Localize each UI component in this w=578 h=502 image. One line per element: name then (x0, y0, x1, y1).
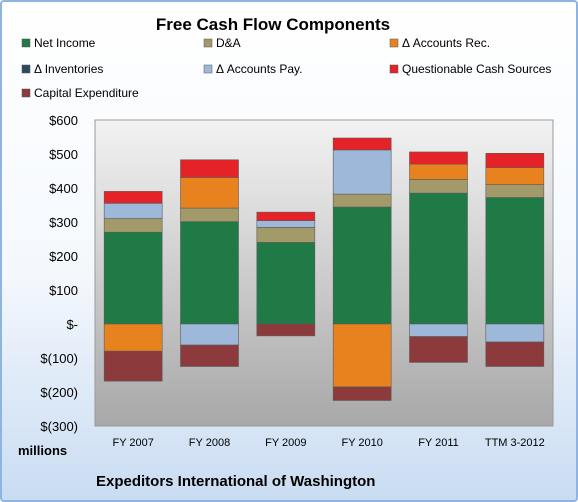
bar-segment-accounts-pay (485, 323, 545, 343)
bar-segment-capital-expenditure (256, 323, 316, 337)
legend-label-inventories: Δ Inventories (34, 62, 103, 76)
legend-swatch-d-a (203, 38, 213, 48)
bar-segment-accounts-pay (103, 203, 163, 219)
y-tick-label: $(100) (40, 351, 78, 366)
y-tick-label: $(300) (40, 419, 78, 434)
legend: Net Income D&A Δ Accounts Rec. Δ Inventorie… (21, 36, 551, 100)
chart-title: Free Cash Flow Components (156, 15, 390, 34)
y-tick-label: $200 (49, 249, 78, 264)
x-axis: FY 2007 FY 2008 FY 2009 FY 2010 FY 2011 TTM 3… (112, 437, 544, 449)
bar-segment-accounts-rec (180, 177, 239, 209)
y-tick-label: $100 (49, 283, 78, 298)
y-tick-label: $- (66, 317, 78, 332)
bar-segment-net-income (180, 221, 239, 325)
y-tick-label: $300 (49, 215, 78, 230)
bar-segment-d-a (332, 193, 392, 208)
legend-swatch-questionable-cash-sources (389, 64, 399, 74)
bar-segment-questionable-cash-sources (256, 211, 316, 221)
bar-segment-questionable-cash-sources (103, 191, 163, 204)
y-tick-label: $600 (49, 113, 78, 128)
y-tick-label: $500 (49, 147, 78, 162)
legend-swatch-accounts-pay (203, 64, 213, 74)
legend-label-accounts-pay: Δ Accounts Pay. (216, 62, 303, 76)
bar-segment-questionable-cash-sources (485, 153, 545, 168)
bar-segment-d-a (103, 218, 163, 233)
bar-segment-accounts-pay (180, 323, 239, 346)
bar-segment-questionable-cash-sources (332, 137, 392, 151)
bar-segment-accounts-rec (409, 163, 468, 180)
bar-segment-accounts-rec (103, 323, 163, 352)
company-name: Expeditors International of Washington (96, 473, 375, 490)
bar-segment-d-a (409, 179, 468, 194)
bar-segment-questionable-cash-sources (409, 151, 468, 165)
bar-segment-capital-expenditure (332, 386, 392, 401)
x-tick-label: FY 2007 (112, 437, 153, 449)
legend-label-questionable-cash-sources: Questionable Cash Sources (402, 62, 551, 76)
y-axis: $600 $500 $400 $300 $200 $100 $- $(100) $(200) $(… (40, 113, 78, 434)
legend-label-net-income: Net Income (34, 36, 96, 50)
bars (103, 137, 545, 401)
bar-segment-capital-expenditure (485, 341, 545, 367)
legend-swatch-capital-expenditure (21, 88, 31, 98)
bar-segment-capital-expenditure (409, 336, 468, 363)
legend-label-accounts-rec: Δ Accounts Rec. (402, 36, 490, 50)
unit-label: millions (18, 443, 67, 458)
bar-segment-accounts-pay (256, 220, 316, 228)
y-tick-label: $400 (49, 181, 78, 196)
legend-swatch-inventories (21, 64, 31, 74)
legend-label-capital-expenditure: Capital Expenditure (34, 86, 139, 100)
bar-segment-accounts-rec (332, 323, 392, 388)
legend-swatch-accounts-rec (389, 38, 399, 48)
bar-segment-net-income (409, 192, 468, 325)
x-tick-label: FY 2011 (418, 437, 459, 449)
bar-segment-accounts-rec (485, 167, 545, 185)
legend-label-d-a: D&A (216, 36, 241, 50)
bar-segment-net-income (103, 231, 163, 325)
plot-area (94, 119, 554, 427)
y-tick-label: $(200) (40, 385, 78, 400)
bar-segment-accounts-pay (332, 149, 392, 195)
x-tick-label: FY 2010 (341, 437, 382, 449)
bar-segment-d-a (180, 207, 239, 222)
bar-segment-capital-expenditure (103, 350, 163, 382)
bar-segment-capital-expenditure (180, 344, 239, 367)
bar-segment-net-income (332, 206, 392, 325)
x-tick-label: TTM 3-2012 (485, 437, 545, 449)
bar-segment-questionable-cash-sources (180, 159, 239, 178)
x-tick-label: FY 2008 (189, 437, 230, 449)
legend-swatch-net-income (21, 38, 31, 48)
x-tick-label: FY 2009 (265, 437, 306, 449)
bar-segment-d-a (256, 227, 316, 243)
bar-segment-net-income (485, 197, 545, 325)
bar-segment-accounts-pay (409, 323, 468, 337)
bar-segment-d-a (485, 184, 545, 198)
bar-segment-net-income (256, 242, 316, 325)
